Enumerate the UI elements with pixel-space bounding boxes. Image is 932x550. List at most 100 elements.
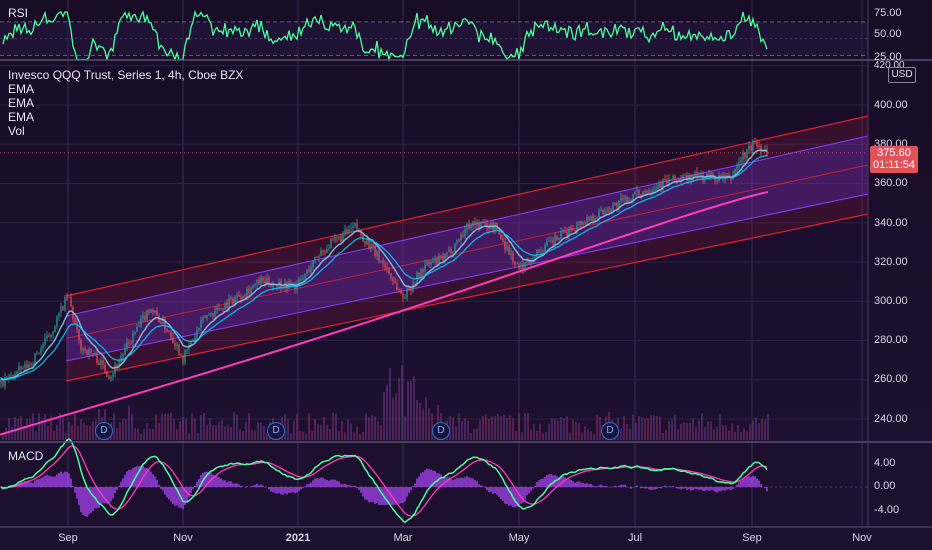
symbol-title[interactable]: Invesco QQQ Trust, Series 1, 4h, Cboe BZ… [8,68,244,82]
candle-body [324,250,326,253]
volume-bar [320,424,322,440]
volume-bar [644,418,646,440]
dividend-marker-3[interactable]: D [432,422,450,440]
volume-bar [314,419,316,440]
macd-histogram-bar [732,487,734,490]
macd-histogram-bar [428,469,430,488]
macd-histogram-bar [120,481,122,488]
macd-histogram-bar [468,477,470,488]
macd-histogram-bar [414,483,416,488]
candle-body [352,225,354,228]
candle-body [740,160,742,162]
macd-layer [0,438,868,524]
volume-bar [692,418,694,440]
macd-histogram-bar [252,485,254,488]
macd-histogram-bar [300,487,302,490]
ema-legend-3[interactable]: EMA [8,110,35,124]
macd-histogram-bar [406,487,408,497]
macd-histogram-bar [474,480,476,488]
macd-tick-neg4: -4.00 [874,504,900,516]
candle-body [246,288,248,296]
x-label-mar: Mar [393,532,413,544]
macd-histogram-bar [454,479,456,488]
candle-body [648,190,650,194]
macd-histogram-bar [152,474,154,488]
dividend-marker-4[interactable]: D [601,422,619,440]
dividend-marker-2[interactable]: D [267,422,285,440]
macd-histogram-bar [680,487,682,490]
volume-bar [302,431,304,440]
volume-bar [134,427,136,440]
candle-body [220,308,222,310]
candle-body [368,240,370,250]
ema-legend-2[interactable]: EMA [8,96,35,110]
volume-bar [734,431,736,440]
candle-body [44,338,46,345]
volume-bar [158,423,160,440]
macd-histogram-bar [82,487,84,515]
ema-legend-1[interactable]: EMA [8,82,35,96]
dividend-marker-1[interactable]: D [95,422,113,440]
candle-body [64,297,66,311]
macd-histogram-bar [236,483,238,488]
volume-bar [356,427,358,440]
candle-body [434,258,436,263]
ema-fast-line [0,149,768,381]
macd-histogram-bar [130,469,132,488]
macd-histogram-bar [222,480,224,488]
macd-histogram-bar [108,487,110,504]
macd-histogram-bar [242,486,244,488]
macd-histogram-bar [316,478,318,488]
candle-body [630,199,632,202]
candle-body [320,250,322,257]
macd-histogram-bar [98,487,100,508]
macd-histogram-bar [464,477,466,488]
macd-histogram-bar [760,484,762,488]
rsi-title[interactable]: RSI [8,6,29,20]
macd-title[interactable]: MACD [8,449,44,463]
macd-histogram-bar [372,487,374,502]
volume-bar [56,424,58,440]
volume-bar [503,414,505,440]
volume-bar [680,423,682,440]
macd-histogram-bar [672,485,674,488]
volume-bar [377,421,379,440]
macd-histogram-bar [544,476,546,488]
macd-histogram-bar [346,484,348,488]
candle-body [484,221,486,224]
currency-button[interactable]: USD [888,67,916,83]
macd-histogram-bar [84,487,86,517]
volume-bar [47,425,49,440]
candle-body [66,297,68,298]
candle-body [378,250,380,262]
main-tick-240: 240.00 [874,413,908,425]
macd-histogram-bar [52,476,54,488]
rsi-layer [2,9,768,62]
candle-body [388,269,390,274]
macd-histogram-bar [72,485,74,488]
macd-histogram-bar [308,483,310,488]
candle-body [156,310,158,316]
macd-histogram-bar [124,474,126,488]
candle-body [330,239,332,249]
volume-bar [80,419,82,440]
volume-bar [38,413,40,440]
macd-histogram-bar [518,487,520,507]
macd-histogram-bar [100,487,102,505]
volume-bar [407,381,409,440]
macd-histogram-bar [452,480,454,488]
macd-histogram-bar [360,487,362,493]
volume-bar [701,413,703,440]
macd-histogram-bar [448,477,450,488]
macd-histogram-bar [224,480,226,488]
macd-histogram-bar [720,487,722,492]
volume-bar [347,419,349,440]
volume-legend[interactable]: Vol [8,124,25,138]
macd-histogram-bar [272,487,274,493]
candle-body [160,322,162,324]
candle-body [456,239,458,244]
main-tick-260: 260.00 [874,373,908,385]
candle-body [238,295,240,297]
macd-histogram-bar [348,485,350,488]
